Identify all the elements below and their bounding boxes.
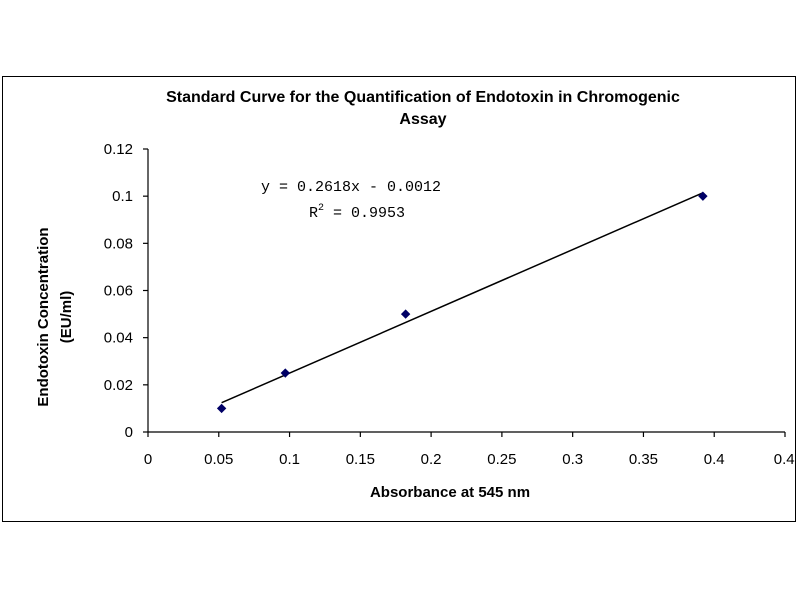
y-tick-label: 0.08 bbox=[104, 235, 133, 252]
trendline-equation: y = 0.2618x - 0.0012 bbox=[261, 179, 441, 196]
r-squared-value: = 0.9953 bbox=[324, 205, 405, 222]
data-point bbox=[400, 309, 411, 319]
data-point bbox=[698, 191, 708, 201]
y-tick-label: 0.02 bbox=[104, 377, 133, 394]
y-axis-label: Endotoxin Concentration (EU/ml) bbox=[35, 227, 75, 406]
x-tick-label: 0.2 bbox=[421, 451, 442, 468]
x-tick-label: 0.1 bbox=[279, 451, 300, 468]
x-tick-label: 0.35 bbox=[629, 451, 658, 468]
y-tick-label: 0.12 bbox=[104, 141, 133, 158]
y-tick-label: 0.06 bbox=[104, 283, 133, 300]
data-points bbox=[216, 191, 708, 414]
r-squared-label: R2 = 0.9953 bbox=[309, 203, 405, 222]
y-axis-ticks: 0 0.02 0.04 0.06 0.08 0.1 0.12 bbox=[104, 141, 148, 441]
x-tick-label: 0 bbox=[144, 451, 152, 468]
x-tick-label: 0.15 bbox=[346, 451, 375, 468]
chart-title-line-1: Standard Curve for the Quantification of… bbox=[166, 89, 680, 106]
trendline bbox=[221, 192, 704, 404]
x-tick-label: 0.25 bbox=[487, 451, 516, 468]
y-tick-label: 0 bbox=[125, 424, 133, 441]
y-tick-label: 0.04 bbox=[104, 330, 133, 347]
r-squared-superscript: 2 bbox=[318, 203, 324, 214]
x-tick-label: 0.45 bbox=[774, 451, 795, 468]
data-point bbox=[216, 403, 227, 414]
chart-title-line-2: Assay bbox=[399, 111, 446, 128]
x-tick-label: 0.4 bbox=[704, 451, 725, 468]
y-axis-label-line-2: (EU/ml) bbox=[58, 291, 75, 344]
y-axis-label-line-1: Endotoxin Concentration bbox=[35, 227, 52, 406]
x-axis-label: Absorbance at 545 nm bbox=[370, 484, 530, 501]
scatter-chart: Standard Curve for the Quantification of… bbox=[35, 89, 795, 501]
data-point bbox=[280, 368, 291, 378]
x-tick-label: 0.05 bbox=[204, 451, 233, 468]
chart-frame: Standard Curve for the Quantification of… bbox=[2, 76, 796, 522]
x-axis-ticks: 0 0.05 0.1 0.15 0.2 0.25 0.3 0.35 0.4 0.45 bbox=[144, 432, 795, 468]
r-squared-prefix: R bbox=[309, 205, 318, 222]
y-tick-label: 0.1 bbox=[112, 188, 133, 205]
x-tick-label: 0.3 bbox=[562, 451, 583, 468]
